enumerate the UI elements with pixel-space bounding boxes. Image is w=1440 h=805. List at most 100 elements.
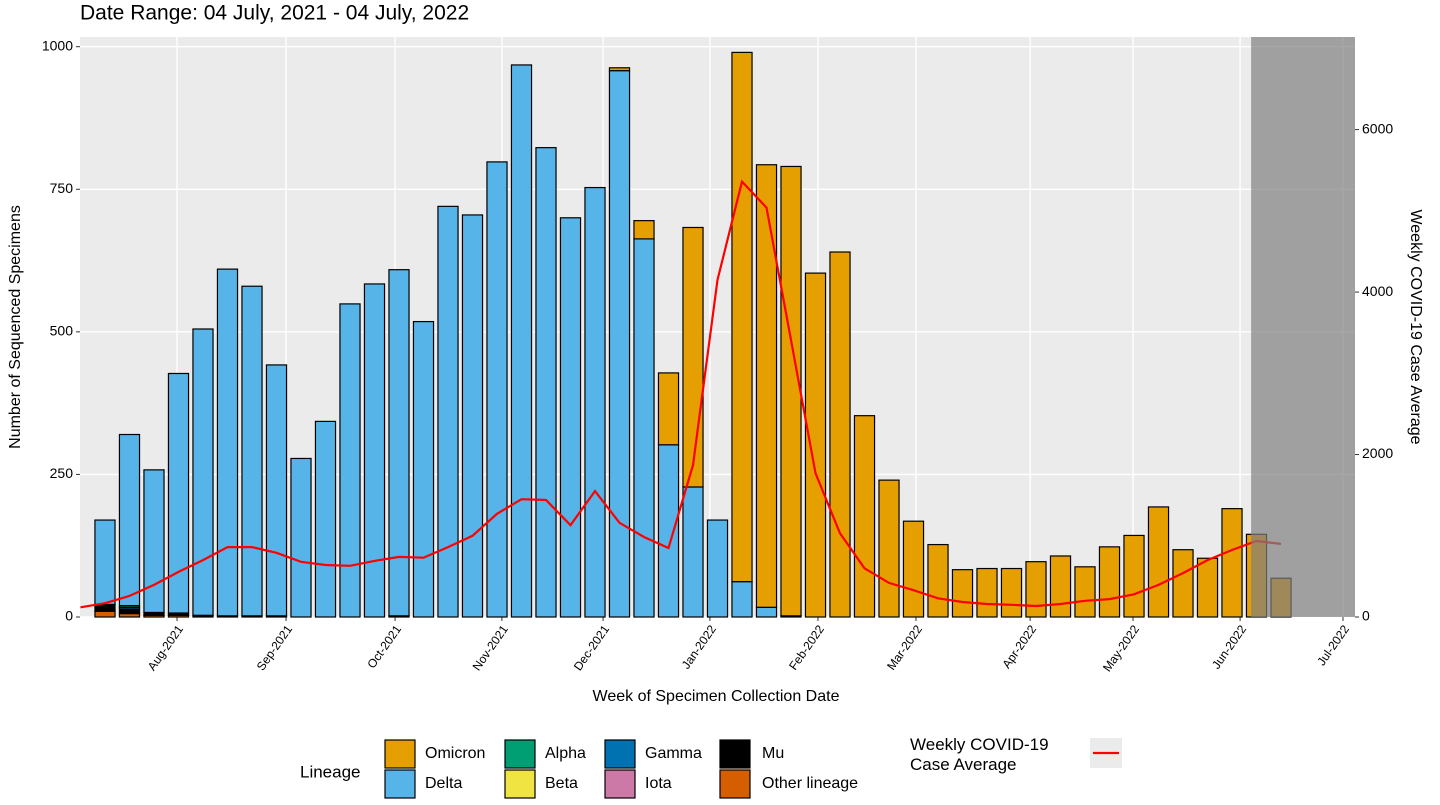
x-tick-label: Feb-2022 xyxy=(786,622,827,672)
bar-segment xyxy=(486,161,508,618)
legend-key xyxy=(384,739,416,769)
bar-segment xyxy=(633,220,655,240)
x-tick-label: Apr-2022 xyxy=(999,622,1039,671)
bar-segment xyxy=(657,372,680,446)
y-tick-label: 0 xyxy=(65,608,73,624)
bar-segment xyxy=(1000,567,1023,618)
bar-segment xyxy=(976,567,998,618)
y2-tick-label: 6000 xyxy=(1362,120,1393,136)
bar-segment xyxy=(412,320,435,618)
bar-segment xyxy=(853,415,876,618)
legend-label: Other lineage xyxy=(762,775,858,792)
bar-segment xyxy=(559,217,582,618)
y-tick-label: 250 xyxy=(50,465,74,481)
bar-segment xyxy=(829,251,851,618)
bar-segment xyxy=(535,147,557,618)
bar-segment xyxy=(657,444,680,618)
bar-segment xyxy=(706,519,729,618)
chart-title: Date Range: 04 July, 2021 - 04 July, 202… xyxy=(80,2,469,25)
bar-segment xyxy=(339,303,361,618)
bar-segment xyxy=(804,272,827,618)
bar-segment xyxy=(731,581,753,618)
x-tick-label: Mar-2022 xyxy=(884,622,925,672)
bar-segment xyxy=(388,269,410,617)
bar-segment xyxy=(927,543,949,618)
bar-segment xyxy=(94,519,116,606)
bar-segment xyxy=(1074,566,1096,618)
bar-segment xyxy=(633,238,655,618)
bar-segment xyxy=(143,469,165,614)
y2-axis-label: Weekly COVID-19 Case Average xyxy=(1407,209,1424,444)
legend-key xyxy=(719,739,751,769)
line-legend-label-box: Weekly COVID-19 Case Average xyxy=(910,735,1049,774)
y2-tick-label: 0 xyxy=(1362,608,1370,624)
x-tick-label: Jan-2022 xyxy=(679,622,719,671)
bar-segment xyxy=(608,70,631,618)
bar-segment xyxy=(682,226,704,488)
legend-label: Alpha xyxy=(545,745,586,762)
bar-segment xyxy=(1049,555,1072,618)
legend-key xyxy=(384,769,416,799)
bar-segment xyxy=(216,268,239,617)
y-tick-label: 1000 xyxy=(42,37,73,53)
legend-label: Omicron xyxy=(425,745,485,762)
bar-segment xyxy=(167,372,190,614)
legend-label: Gamma xyxy=(645,745,702,762)
x-tick-label: Oct-2021 xyxy=(364,622,404,671)
legend-label: Delta xyxy=(425,775,462,792)
bar-segment xyxy=(118,608,141,615)
bar-segment xyxy=(118,433,141,607)
bar-segment xyxy=(1025,561,1047,618)
line-legend-label: Weekly COVID-19 Case Average xyxy=(910,735,1049,774)
bar-segment xyxy=(902,520,925,618)
bar-segment xyxy=(755,164,778,608)
bar-segment xyxy=(951,569,974,618)
legend-key xyxy=(719,769,751,799)
legend-label: Iota xyxy=(645,775,672,792)
bar-segment xyxy=(1123,534,1145,618)
bar-segment xyxy=(363,283,386,618)
bar-segment xyxy=(780,165,802,617)
bar-segment xyxy=(290,457,312,618)
bar-segment xyxy=(755,606,778,618)
legend-key xyxy=(604,739,636,769)
legend-key xyxy=(504,769,536,799)
bar-segment xyxy=(461,214,484,618)
bar-segment xyxy=(608,67,631,72)
bar-segment xyxy=(1221,508,1243,618)
bar-segment xyxy=(241,285,263,617)
y-tick-label: 500 xyxy=(50,323,74,339)
bar-segment xyxy=(878,479,900,618)
bar-segment xyxy=(265,364,288,617)
bar-segment xyxy=(1196,557,1219,618)
y2-tick-label: 4000 xyxy=(1362,283,1393,299)
x-tick-label: Jul-2022 xyxy=(1314,622,1352,668)
legend-label: Mu xyxy=(762,745,784,762)
bar-segment xyxy=(510,64,533,618)
x-tick-label: Dec-2021 xyxy=(571,622,612,673)
legend-key xyxy=(604,769,636,799)
y2-tick-label: 2000 xyxy=(1362,445,1393,461)
bar-segment xyxy=(682,486,704,618)
bar-segment xyxy=(94,610,116,618)
x-tick-label: May-2022 xyxy=(1100,622,1142,674)
legend-key xyxy=(504,739,536,769)
bar-segment xyxy=(1172,549,1194,618)
bar-segment xyxy=(1147,506,1170,618)
x-tick-label: Sep-2021 xyxy=(254,622,296,673)
shaded-region xyxy=(1251,37,1355,617)
bar-segment xyxy=(437,205,459,618)
x-tick-label: Nov-2021 xyxy=(470,622,511,673)
y-tick-label: 750 xyxy=(50,180,74,196)
x-tick-label: Aug-2021 xyxy=(145,622,187,673)
legend-label: Beta xyxy=(545,775,578,792)
bar-segment xyxy=(192,328,214,616)
case-average-line xyxy=(80,179,1282,609)
legend-title: Lineage xyxy=(300,762,361,781)
x-axis-label: Week of Specimen Collection Date xyxy=(593,688,840,705)
bar-segment xyxy=(731,51,753,583)
bar-segment xyxy=(1098,546,1121,618)
bar-segment xyxy=(584,186,606,618)
x-tick-label: Jun-2022 xyxy=(1209,622,1249,671)
